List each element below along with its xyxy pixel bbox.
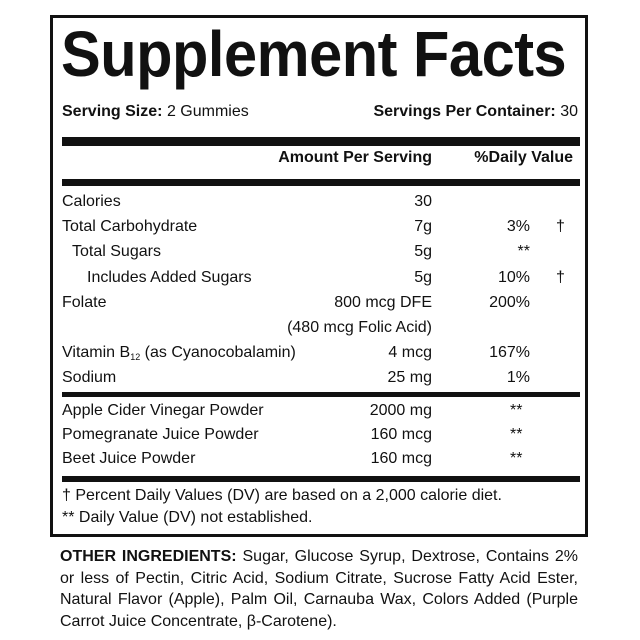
nutrient-amount: 5g: [414, 268, 432, 286]
nutrient-name-subscript: 12: [130, 352, 141, 363]
nutrient-amount: (480 mcg Folic Acid): [287, 319, 432, 336]
nutrient-daily-value: **: [517, 243, 530, 261]
nutrient-daily-value: 3%: [506, 218, 530, 236]
dagger-mark: †: [556, 218, 565, 236]
nutrient-daily-value: 200%: [489, 293, 530, 311]
thick-divider: [62, 179, 580, 186]
footnote-not-established: ** Daily Value (DV) not established.: [62, 509, 313, 526]
other-ingredients: OTHER INGREDIENTS: Sugar, Glucose Syrup,…: [60, 546, 578, 632]
servings-per-container-label: Servings Per Container:: [373, 103, 556, 120]
nutrient-amount: 5g: [414, 243, 432, 261]
nutrient-name: Folate: [62, 293, 107, 311]
thick-divider: [62, 476, 580, 482]
ingredient-daily-value: **: [510, 426, 523, 443]
nutrient-amount: 4 mcg: [388, 344, 432, 362]
medium-divider: [62, 392, 580, 397]
nutrient-name: Total Carbohydrate: [62, 218, 198, 236]
servings-per-container-value: 30: [560, 103, 578, 120]
serving-size-value: 2 Gummies: [166, 103, 249, 120]
nutrient-name: Includes Added Sugars: [87, 268, 252, 286]
header-amount: Amount Per Serving: [278, 149, 432, 166]
ingredient-name: Pomegranate Juice Powder: [62, 426, 259, 443]
other-ingredients-label: OTHER INGREDIENTS:: [60, 548, 237, 565]
ingredient-name: Apple Cider Vinegar Powder: [62, 402, 264, 419]
panel-title: Supplement Facts: [61, 18, 567, 90]
servings-per-container: Servings Per Container: 30: [373, 102, 578, 122]
ingredient-name: Beet Juice Powder: [62, 450, 196, 467]
nutrient-name: Total Sugars: [72, 243, 161, 261]
footnote-dagger: † Percent Daily Values (DV) are based on…: [62, 487, 502, 504]
ingredient-amount: 160 mcg: [370, 426, 432, 443]
serving-size-label: Serving Size:: [62, 103, 163, 120]
nutrient-amount: 25 mg: [387, 369, 432, 387]
nutrient-daily-value: 10%: [497, 268, 530, 286]
nutrient-name: Calories: [62, 193, 121, 210]
other-ingredients-text: Sugar, Glucose Syrup, Dextrose, Contains…: [60, 548, 579, 630]
header-daily-value: %Daily Value: [474, 149, 573, 166]
nutrient-daily-value: 1%: [506, 369, 530, 387]
nutrient-name: Vitamin B12 (as Cyanocobalamin): [62, 343, 296, 367]
nutrient-amount: 30: [414, 193, 432, 210]
ingredient-daily-value: **: [510, 402, 523, 419]
nutrient-name-text: Vitamin B: [62, 344, 131, 362]
dagger-mark: †: [556, 268, 565, 286]
supplement-facts-panel: [50, 15, 588, 537]
ingredient-amount: 160 mcg: [370, 450, 432, 467]
ingredient-daily-value: **: [510, 450, 523, 467]
nutrient-daily-value: 167%: [489, 344, 530, 362]
nutrient-amount: 7g: [414, 218, 432, 236]
nutrient-name: Sodium: [62, 369, 117, 387]
thick-divider: [62, 137, 580, 146]
nutrient-amount: 800 mcg DFE: [334, 293, 432, 311]
nutrient-name-rest: (as Cyanocobalamin): [140, 344, 296, 362]
serving-size: Serving Size: 2 Gummies: [62, 102, 249, 122]
ingredient-amount: 2000 mg: [369, 402, 432, 419]
